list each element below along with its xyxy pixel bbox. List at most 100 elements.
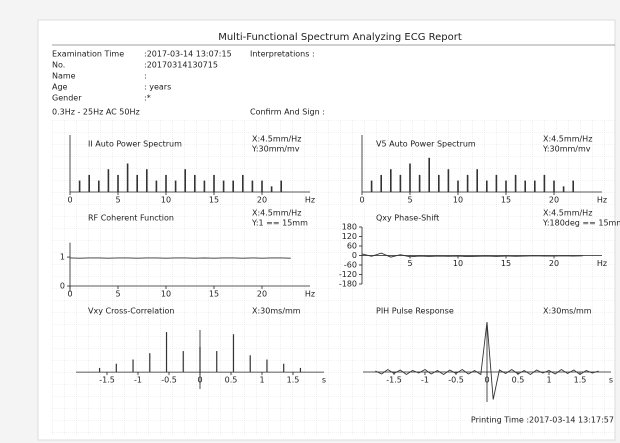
spectrum-bar	[399, 174, 402, 192]
filter-text: 0.3Hz - 25Hz AC 50Hz	[52, 108, 140, 117]
spectrum-bar	[165, 174, 167, 192]
x-tick-label: 1.5	[287, 376, 300, 385]
spectrum-bar	[251, 180, 254, 192]
scale-label: X:4.5mm/Hz	[252, 209, 301, 218]
spectrum-bar	[438, 174, 440, 192]
grid-paper	[52, 120, 615, 435]
spectrum-bar	[98, 180, 100, 192]
x-tick-label: 5	[115, 196, 120, 205]
field-label: No.	[52, 61, 65, 70]
x-tick-label: -0.5	[448, 376, 464, 385]
x-tick-label: 5	[407, 259, 412, 268]
spectrum-bar	[476, 169, 478, 192]
spectrum-bar	[213, 174, 215, 192]
spectrum-bar	[524, 180, 526, 192]
y-tick-label: -60	[344, 261, 357, 270]
y-tick-label: 1	[60, 253, 65, 262]
x-tick-label: 0	[197, 376, 202, 385]
panel-title: Qxy Phase-Shift	[376, 214, 439, 223]
field-value: : years	[144, 83, 171, 92]
scale-label: X:4.5mm/Hz	[543, 209, 592, 218]
spectrum-bar	[562, 186, 565, 192]
x-tick-label: 10	[453, 259, 463, 268]
field-value: :2017-03-14 13:07:15	[144, 50, 232, 59]
scale-label: Y:30mm/mv	[542, 145, 591, 154]
y-tick-label: -180	[339, 280, 357, 289]
y-tick-label: -120	[339, 270, 357, 279]
field-value: :	[144, 72, 147, 81]
signal-line	[375, 321, 599, 400]
y-tick-label: 0	[352, 251, 357, 260]
spectrum-bar	[203, 180, 206, 192]
x-tick-label: 0	[484, 376, 489, 385]
spectrum-bar	[418, 174, 421, 192]
spectrum-bar	[543, 174, 546, 192]
x-tick-label: 1.5	[574, 376, 587, 385]
spectrum-bar	[184, 169, 186, 192]
y-tick-label: 180	[342, 223, 357, 232]
scale-label: Y:30mm/mv	[251, 145, 300, 154]
spectrum-bar	[146, 169, 148, 192]
x-unit: Hz	[597, 259, 607, 268]
x-tick-label: -0.5	[161, 376, 177, 385]
spectrum-bar	[390, 169, 392, 192]
panel-title: PIH Pulse Response	[376, 307, 454, 316]
x-tick-label: 20	[257, 196, 267, 205]
spectrum-bar	[242, 174, 244, 192]
x-tick-label: 0	[67, 290, 72, 299]
x-tick-label: 15	[209, 290, 219, 299]
spectrum-bar	[466, 174, 469, 192]
scale-label: X:4.5mm/Hz	[543, 135, 592, 144]
spectrum-bar	[553, 180, 555, 192]
scale-label: Y:1 == 15mm	[251, 219, 308, 228]
spectrum-bar	[505, 180, 507, 192]
scale-label: X:30ms/mm	[252, 307, 301, 316]
x-tick-label: 0.5	[225, 376, 238, 385]
x-tick-label: -1	[134, 376, 142, 385]
spectrum-bar	[126, 163, 129, 192]
spectrum-bar	[232, 180, 234, 192]
field-value: :*	[144, 94, 151, 103]
confirm-label: Confirm And Sign :	[250, 108, 325, 117]
x-tick-label: 10	[453, 196, 463, 205]
x-tick-label: 10	[161, 196, 171, 205]
spectrum-bar	[78, 180, 81, 192]
x-tick-label: 5	[115, 290, 120, 299]
panel-title: V5 Auto Power Spectrum	[376, 140, 476, 149]
spectrum-bar	[457, 180, 459, 192]
spectrum-bar	[409, 163, 411, 192]
x-unit: Hz	[305, 196, 315, 205]
y-tick-label: 0	[60, 282, 65, 291]
y-tick-label: 120	[342, 232, 357, 241]
spectrum-bar	[194, 174, 196, 192]
x-tick-label: -1.5	[386, 376, 402, 385]
panel-title: Vxy Cross-Correlation	[88, 307, 174, 316]
x-tick-label: 15	[501, 196, 511, 205]
field-label: Gender	[52, 94, 82, 103]
x-tick-label: -1	[421, 376, 429, 385]
panel-title: II Auto Power Spectrum	[88, 140, 182, 149]
spectrum-bar	[428, 157, 430, 192]
spectrum-bar	[107, 169, 110, 192]
x-tick-label: 5	[407, 196, 412, 205]
x-tick-label: 0	[359, 196, 364, 205]
spectrum-bar	[514, 174, 517, 192]
x-tick-label: 1	[546, 376, 551, 385]
spectrum-bar	[174, 180, 177, 192]
spectrum-bar	[370, 180, 373, 192]
interpretations-label: Interpretations :	[250, 50, 315, 59]
x-tick-label: 15	[501, 259, 511, 268]
signal-line	[361, 252, 583, 258]
x-unit: s	[322, 376, 326, 385]
spectrum-bar	[136, 174, 138, 192]
x-tick-label: 15	[209, 196, 219, 205]
x-tick-label: 20	[257, 290, 267, 299]
spectrum-bar	[495, 174, 498, 192]
spectrum-bar	[572, 180, 574, 192]
spectrum-bar	[270, 186, 273, 192]
field-label: Examination Time	[52, 50, 124, 59]
scale-label: X:30ms/mm	[543, 307, 592, 316]
x-unit: Hz	[597, 196, 607, 205]
scale-label: X:4.5mm/Hz	[252, 135, 301, 144]
